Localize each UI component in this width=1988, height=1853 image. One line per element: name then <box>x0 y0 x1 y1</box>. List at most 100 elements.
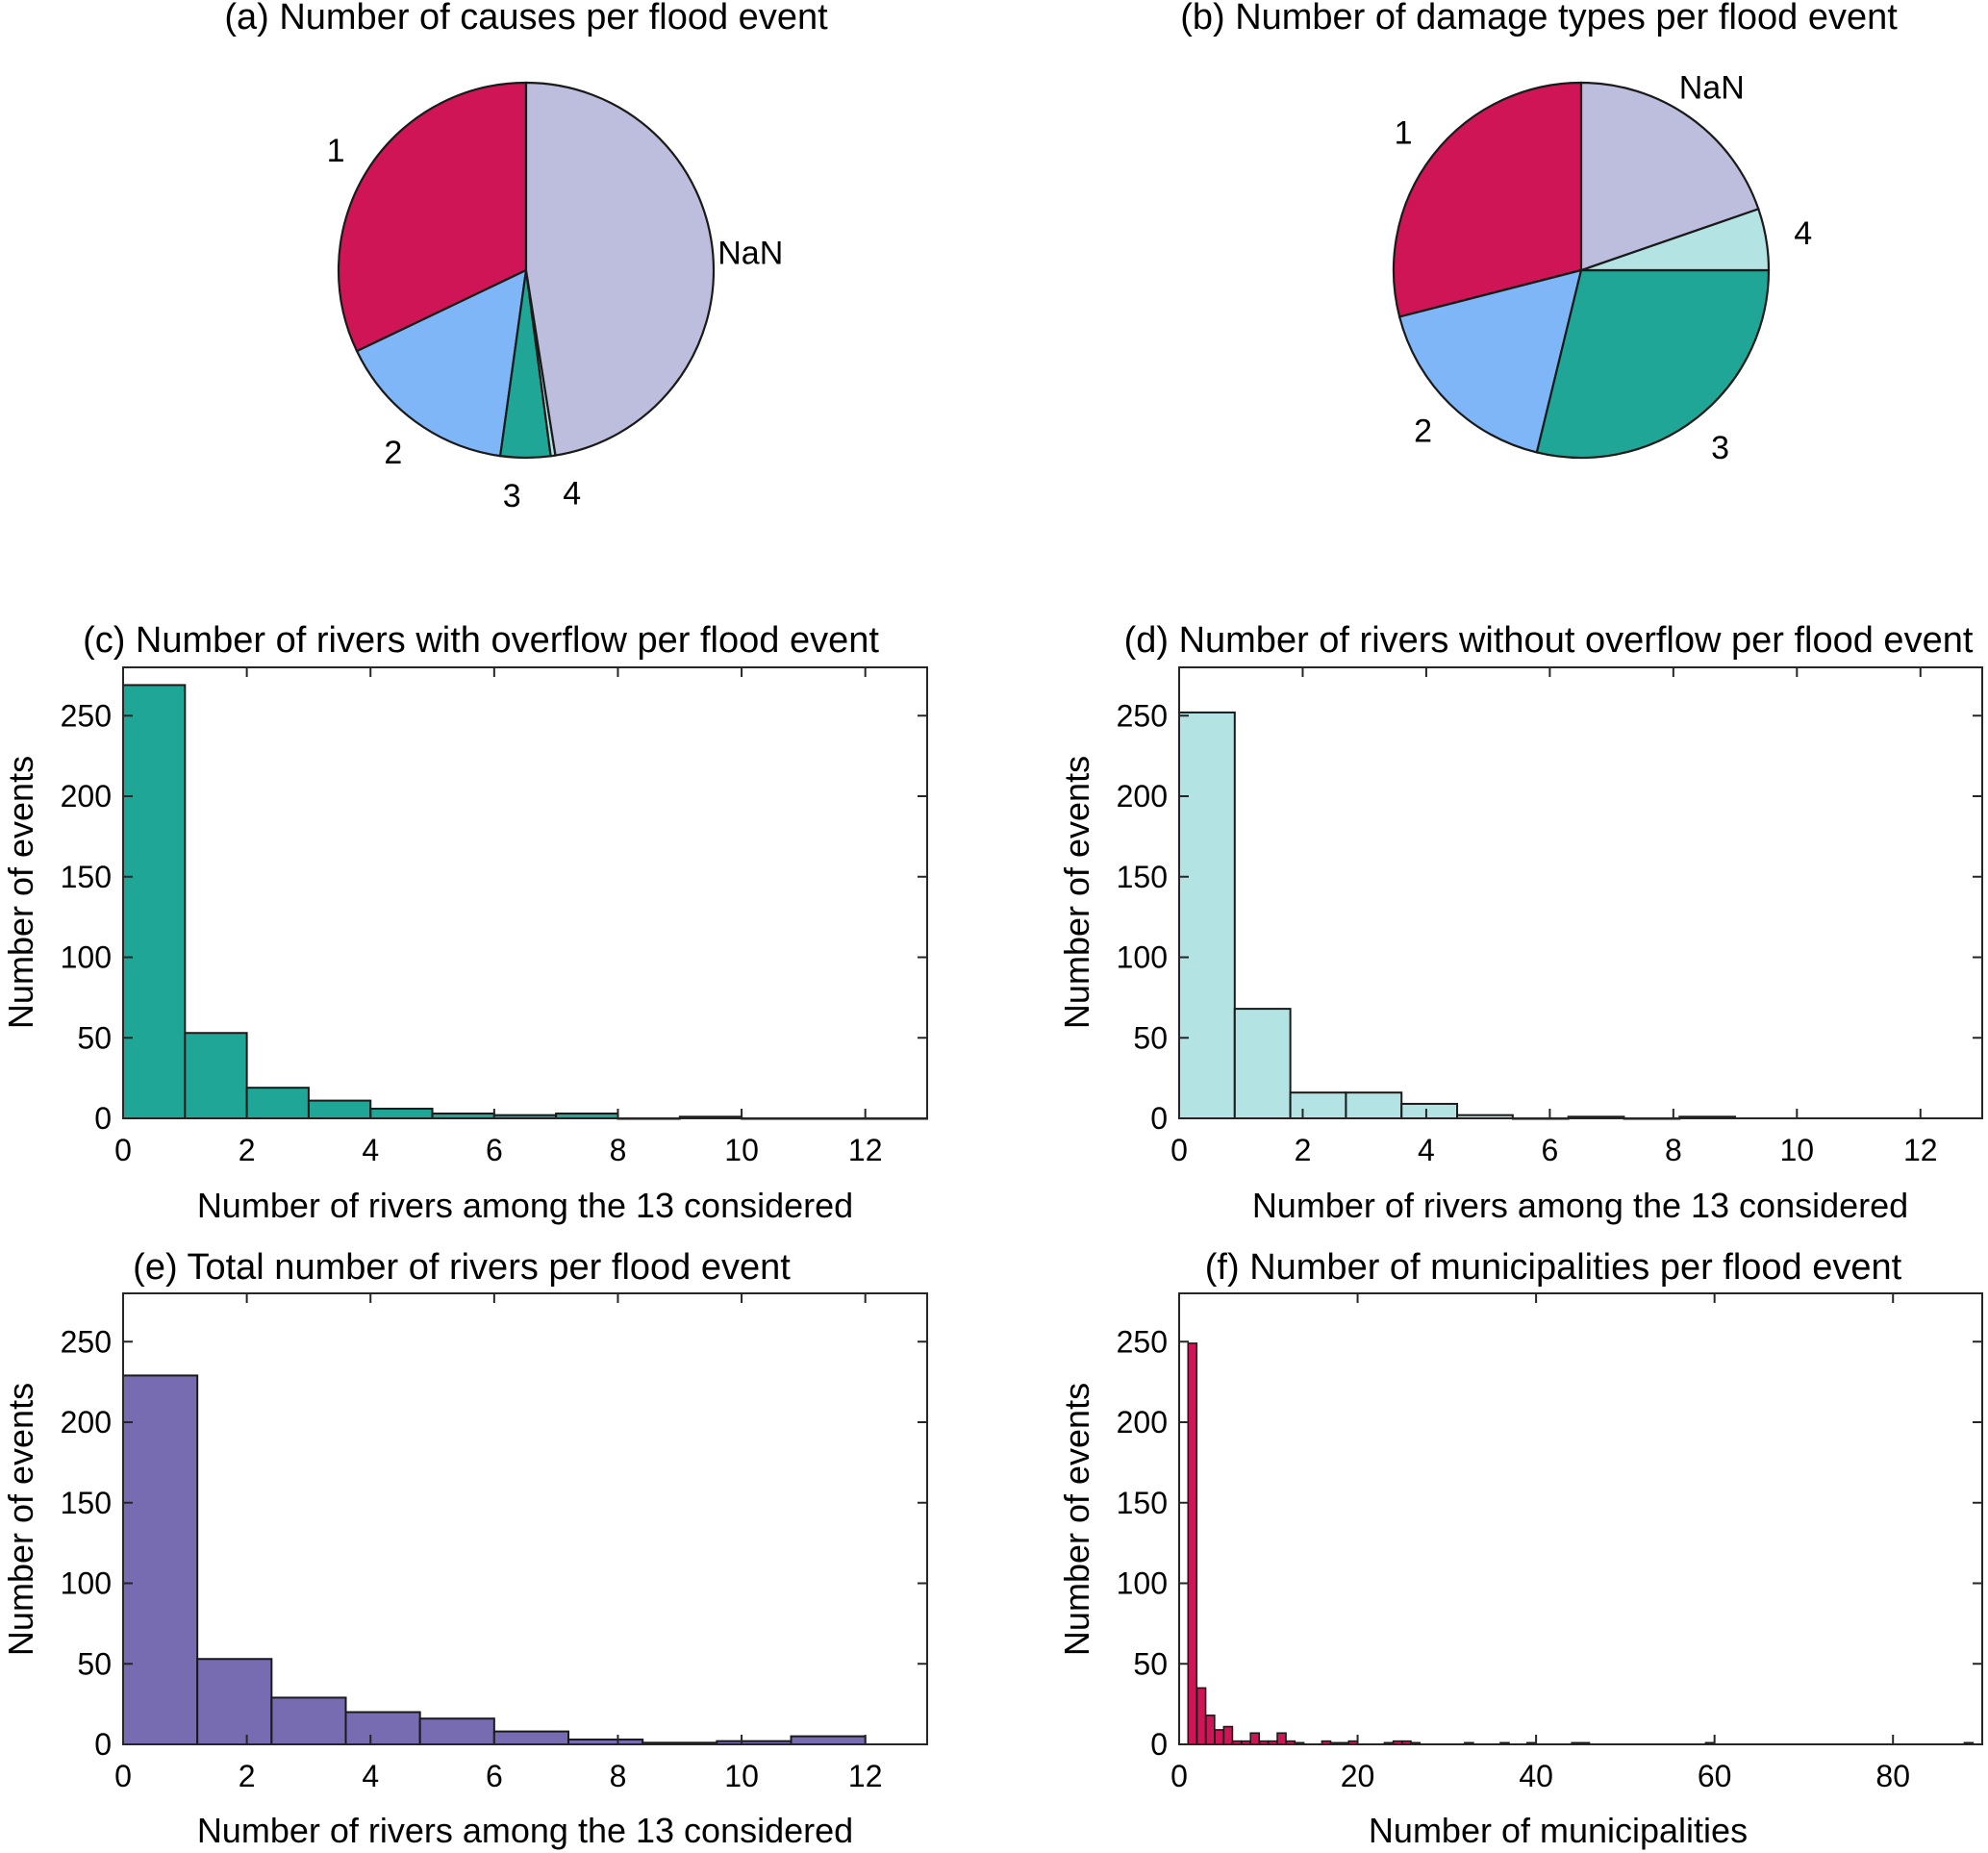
hist-bar <box>1249 1732 1261 1745</box>
pie-label-4: 4 <box>1794 215 1812 252</box>
histogram-rivers-with-overflow: (c) Number of rivers with overflow per f… <box>1 620 929 1225</box>
y-tick-label: 50 <box>77 1646 112 1681</box>
hist-bar <box>1276 1732 1287 1745</box>
x-tick-label: 40 <box>1519 1759 1553 1793</box>
x-tick-label: 2 <box>1295 1133 1312 1167</box>
hist-e-xlabel: Number of rivers among the 13 considered <box>197 1811 853 1850</box>
hist-bar <box>122 1374 199 1746</box>
x-tick-label: 6 <box>486 1133 503 1167</box>
y-tick-label: 250 <box>61 1324 112 1359</box>
y-tick-label: 250 <box>1117 1324 1168 1359</box>
axes-box <box>1178 1292 1983 1745</box>
x-tick-label: 10 <box>1780 1133 1815 1167</box>
hist-d-ylabel: Number of events <box>1057 756 1096 1029</box>
y-tick-label: 250 <box>1117 698 1168 733</box>
pie-chart-damage-types: (b) Number of damage types per flood eve… <box>1180 0 1898 466</box>
pie-slice-nan <box>1579 81 1760 272</box>
hist-bar <box>196 1658 273 1745</box>
hist-d-axes: 0 2 4 6 8 10 12 0 50 100 150 200 250 <box>1117 666 1983 1167</box>
hist-bar <box>1205 1715 1216 1745</box>
hist-bar <box>418 1717 495 1745</box>
x-tick-label: 0 <box>1170 1133 1188 1167</box>
hist-c-title: (c) Number of rivers with overflow per f… <box>83 620 879 661</box>
hist-e-bars <box>122 1374 867 1746</box>
hist-bar <box>307 1099 372 1119</box>
y-tick-label: 200 <box>61 779 112 814</box>
histogram-municipalities: (f) Number of municipalities per flood e… <box>1057 1247 1983 1850</box>
pie-slice-nan <box>524 81 716 457</box>
pie-label-3: 3 <box>503 478 521 514</box>
y-tick-label: 50 <box>1133 1646 1168 1681</box>
x-tick-label: 60 <box>1698 1759 1732 1793</box>
axes-box <box>1178 666 1983 1119</box>
x-tick-label: 2 <box>239 1133 256 1167</box>
pie-label-4: 4 <box>563 476 581 513</box>
y-tick-label: 100 <box>61 940 112 975</box>
hist-bar <box>1214 1729 1224 1745</box>
pie-label-1: 1 <box>1395 115 1413 152</box>
hist-d-title: (d) Number of rivers without overflow pe… <box>1124 620 1974 661</box>
x-tick-label: 8 <box>610 1759 627 1793</box>
pie-label-2: 2 <box>384 435 402 471</box>
hist-bar <box>245 1087 310 1120</box>
x-tick-label: 4 <box>362 1759 379 1793</box>
pie-slice-2 <box>1397 268 1583 454</box>
pie-chart-causes: (a) Number of causes per flood event 1 2 3… <box>224 0 828 514</box>
hist-bar <box>1233 1008 1292 1119</box>
y-tick-label: 150 <box>1117 1486 1168 1520</box>
hist-f-ylabel: Number of events <box>1057 1383 1096 1656</box>
x-tick-label: 6 <box>486 1759 503 1793</box>
x-tick-label: 0 <box>114 1759 132 1793</box>
hist-c-bars <box>122 684 929 1120</box>
x-tick-label: 12 <box>848 1133 883 1167</box>
axes-box <box>122 1292 928 1745</box>
hist-f-bars <box>1187 1342 1975 1745</box>
pie-label-1: 1 <box>327 133 345 169</box>
hist-bar <box>344 1711 421 1745</box>
hist-c-axes: 0 2 4 6 8 10 12 0 50 100 150 200 250 <box>61 666 928 1167</box>
pie-b-labels: 1 2 3 4 NaN <box>1395 69 1813 466</box>
pie-label-2: 2 <box>1414 413 1432 449</box>
x-tick-label: 10 <box>724 1133 759 1167</box>
y-tick-label: 0 <box>94 1101 112 1136</box>
y-tick-label: 150 <box>61 860 112 894</box>
pie-a-slices <box>337 81 716 460</box>
pie-b-title: (b) Number of damage types per flood eve… <box>1180 0 1898 38</box>
y-tick-label: 200 <box>1117 779 1168 814</box>
histogram-rivers-without-overflow: (d) Number of rivers without overflow pe… <box>1057 620 1983 1225</box>
hist-f-axes: 0 20 40 60 80 0 50 100 150 200 250 <box>1117 1292 1983 1793</box>
hist-e-title: (e) Total number of rivers per flood eve… <box>133 1247 791 1288</box>
hist-e-ylabel: Number of events <box>1 1383 40 1656</box>
pie-slice-1 <box>337 81 528 353</box>
x-tick-label: 10 <box>724 1759 759 1793</box>
x-tick-label: 12 <box>1903 1133 1938 1167</box>
x-tick-label: 2 <box>239 1759 256 1793</box>
y-tick-label: 200 <box>61 1405 112 1440</box>
pie-a-title: (a) Number of causes per flood event <box>224 0 828 38</box>
y-tick-label: 0 <box>94 1727 112 1762</box>
hist-bar <box>1222 1725 1234 1745</box>
hist-c-ylabel: Number of events <box>1 756 40 1029</box>
hist-c-xlabel: Number of rivers among the 13 considered <box>197 1186 853 1225</box>
hist-bar <box>270 1696 347 1746</box>
x-tick-label: 8 <box>1665 1133 1682 1167</box>
x-tick-label: 20 <box>1341 1759 1375 1793</box>
y-tick-label: 250 <box>61 698 112 733</box>
x-tick-label: 8 <box>610 1133 627 1167</box>
y-tick-label: 50 <box>1133 1020 1168 1055</box>
pie-label-nan: NaN <box>1679 69 1745 106</box>
histogram-total-rivers: (e) Total number of rivers per flood eve… <box>1 1247 928 1850</box>
hist-bar <box>1345 1091 1403 1119</box>
pie-label-nan: NaN <box>717 236 783 272</box>
hist-f-xlabel: Number of municipalities <box>1369 1811 1748 1850</box>
y-tick-label: 200 <box>1117 1405 1168 1440</box>
hist-bar <box>492 1730 570 1745</box>
hist-bar <box>1187 1342 1198 1745</box>
hist-bar <box>1195 1687 1207 1745</box>
x-tick-label: 0 <box>1170 1759 1188 1793</box>
hist-bar <box>1289 1091 1347 1119</box>
y-tick-label: 150 <box>1117 860 1168 894</box>
axes-box <box>122 666 928 1119</box>
x-tick-label: 12 <box>848 1759 883 1793</box>
